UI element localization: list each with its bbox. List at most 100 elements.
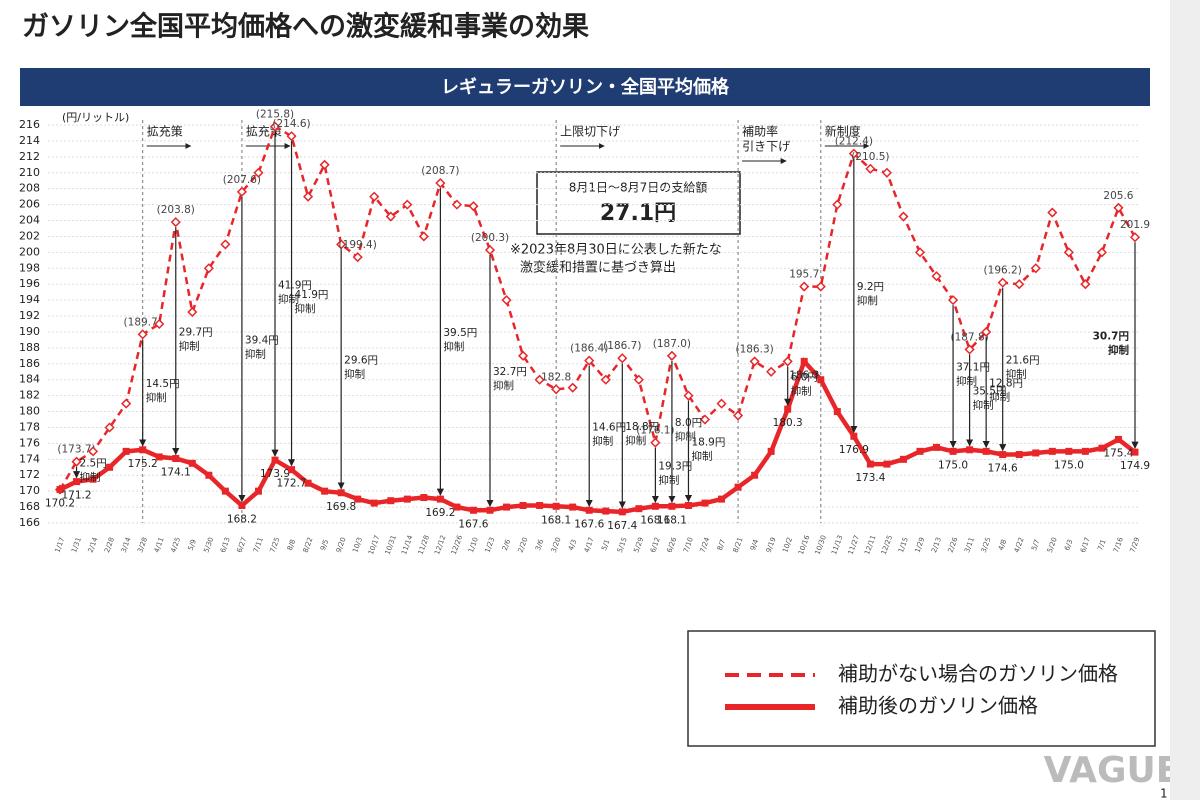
y-tick-label: 180 <box>19 405 40 418</box>
suppression-label: 6.0円 <box>791 371 818 383</box>
point <box>651 502 659 510</box>
point <box>865 163 876 174</box>
x-tick-label: 11/27 <box>847 534 861 556</box>
suppression-label: 抑制 <box>443 340 464 353</box>
point <box>536 501 544 509</box>
point <box>916 447 924 455</box>
data-label: 182.8 <box>541 371 571 383</box>
suppression-label: 抑制 <box>344 368 365 381</box>
point <box>303 191 314 202</box>
legend-label: 補助後のガソリン価格 <box>838 694 1038 718</box>
point <box>933 443 941 451</box>
point <box>370 499 378 507</box>
point <box>518 350 529 361</box>
point <box>1047 207 1058 218</box>
data-label: 176.9 <box>839 444 869 456</box>
data-label: 174.9 <box>1120 460 1150 472</box>
point <box>999 451 1007 459</box>
point <box>403 495 411 503</box>
data-label: 175.2 <box>128 458 158 470</box>
suppression-label: 41.9円 <box>295 289 329 301</box>
y-tick-label: 182 <box>19 389 40 402</box>
suppression-label: 抑制 <box>80 471 101 484</box>
point <box>451 199 462 210</box>
point <box>800 357 808 365</box>
suppression-label: 2.5円 <box>80 458 107 470</box>
x-tick-label: 4/11 <box>153 536 166 554</box>
point <box>966 446 974 454</box>
x-tick-label: 11/13 <box>830 534 844 556</box>
point <box>205 471 213 479</box>
point <box>188 459 196 467</box>
point <box>187 306 198 318</box>
point <box>948 295 959 306</box>
x-tick-label: 10/30 <box>814 534 828 556</box>
point <box>203 263 214 274</box>
data-label: 201.9 <box>1120 219 1150 231</box>
x-tick-label: 10/3 <box>351 536 364 554</box>
data-label: 168.1 <box>657 514 687 526</box>
data-label: (207.6) <box>223 174 261 186</box>
data-label: 168.1 <box>541 514 571 526</box>
point <box>1098 444 1106 452</box>
y-tick-label: 210 <box>19 166 40 179</box>
y-axis-label: (円/リットル) <box>62 111 129 124</box>
point <box>221 487 229 495</box>
point <box>469 506 477 514</box>
point <box>633 374 644 385</box>
point <box>749 356 760 367</box>
data-label: (173.7) <box>57 444 95 456</box>
point <box>468 201 479 212</box>
legend-label: 補助がない場合のガソリン価格 <box>838 662 1118 686</box>
point <box>387 497 395 505</box>
suppression-label: 9.2円 <box>857 281 884 293</box>
point <box>997 277 1008 288</box>
data-label: 167.6 <box>574 518 604 530</box>
banner-title: レギュラーガソリン・全国平均価格 <box>441 76 730 98</box>
suppression-label: 30.7円 <box>1093 331 1129 343</box>
x-tick-label: 12/12 <box>433 534 447 556</box>
note: 激変緩和措置に基づき算出 <box>520 260 676 276</box>
y-tick-label: 216 <box>19 118 40 131</box>
suppression-label: 35.5円 <box>973 386 1007 398</box>
point <box>949 447 957 455</box>
point <box>1080 279 1091 290</box>
data-label: (176.1) <box>636 425 674 437</box>
point <box>585 506 593 514</box>
point <box>881 167 892 178</box>
x-tick-label: 3/6 <box>534 538 546 552</box>
point <box>122 447 130 455</box>
y-tick-label: 192 <box>19 309 40 322</box>
x-tick-label: 2/13 <box>930 536 943 554</box>
x-tick-label: 5/30 <box>202 536 215 554</box>
event-label: 補助率 <box>742 124 778 139</box>
x-tick-label: 5/20 <box>1046 536 1059 554</box>
y-tick-label: 166 <box>19 516 40 529</box>
x-tick-label: 5/7 <box>1030 538 1041 551</box>
point <box>982 447 990 455</box>
point <box>866 460 874 468</box>
suppression-label: 抑制 <box>245 348 266 361</box>
x-tick-label: 7/1 <box>1096 538 1107 551</box>
suppression-label: 29.6円 <box>344 355 378 367</box>
data-label: 180.3 <box>773 417 803 429</box>
suppression-label: 37.1円 <box>956 362 990 374</box>
point <box>236 186 247 197</box>
point <box>1048 447 1056 455</box>
x-tick-label: 8/21 <box>732 536 745 554</box>
point <box>1015 451 1023 459</box>
point <box>931 271 942 282</box>
note: ※2023年8月30日に公表した新たな <box>510 242 722 258</box>
point <box>321 487 329 495</box>
y-tick-label: 212 <box>19 150 40 163</box>
event-label: 引き下げ <box>742 140 790 154</box>
data-label: 168.1 <box>640 514 670 526</box>
x-tick-label: 10/31 <box>384 534 398 556</box>
data-label: (203.8) <box>157 204 195 216</box>
x-tick-label: 6/3 <box>1063 538 1074 551</box>
point <box>154 318 165 330</box>
point <box>767 447 775 455</box>
x-tick-label: 11/28 <box>417 534 431 556</box>
point <box>286 131 297 142</box>
